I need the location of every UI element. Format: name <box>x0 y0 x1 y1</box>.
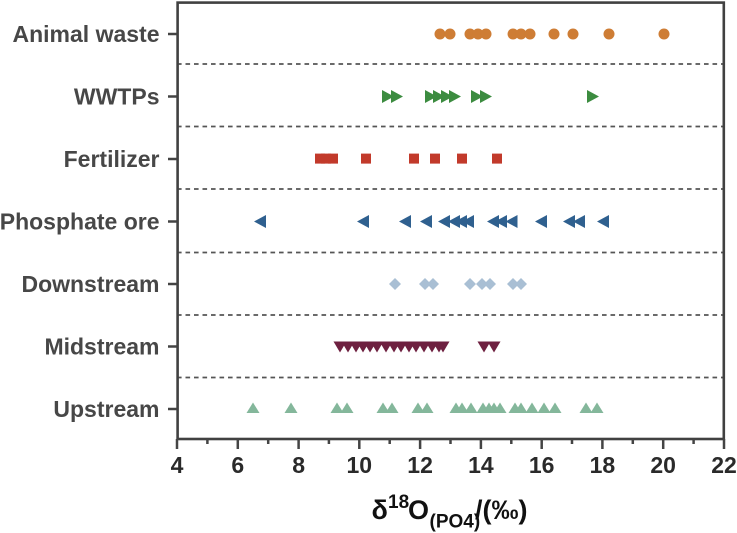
svg-text:14: 14 <box>468 452 494 478</box>
svg-text:/(‰): /(‰) <box>475 495 527 525</box>
svg-text:δ: δ <box>372 495 388 525</box>
svg-text:18: 18 <box>388 492 409 513</box>
svg-text:Phosphate ore: Phosphate ore <box>0 209 160 235</box>
svg-text:Animal waste: Animal waste <box>13 21 160 47</box>
svg-text:Downstream: Downstream <box>21 271 159 297</box>
svg-text:18: 18 <box>590 452 616 478</box>
svg-text:Fertilizer: Fertilizer <box>64 146 160 172</box>
svg-text:O: O <box>408 495 429 525</box>
svg-text:(PO4): (PO4) <box>430 512 481 533</box>
svg-text:10: 10 <box>347 452 373 478</box>
svg-text:4: 4 <box>171 452 184 478</box>
svg-text:20: 20 <box>650 452 676 478</box>
svg-text:Upstream: Upstream <box>53 396 159 422</box>
svg-text:6: 6 <box>231 452 244 478</box>
svg-text:22: 22 <box>711 452 737 478</box>
svg-text:Midstream: Midstream <box>44 334 159 360</box>
svg-text:WWTPs: WWTPs <box>74 84 160 110</box>
svg-text:16: 16 <box>529 452 555 478</box>
svg-text:12: 12 <box>407 452 433 478</box>
svg-text:8: 8 <box>292 452 305 478</box>
